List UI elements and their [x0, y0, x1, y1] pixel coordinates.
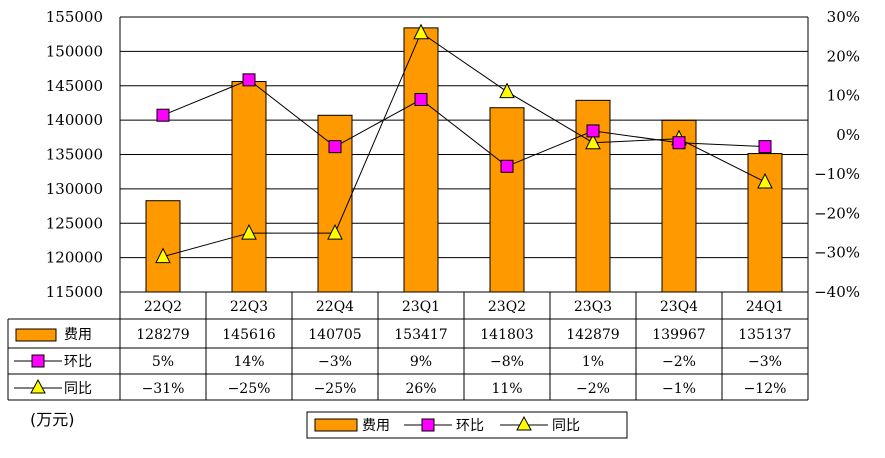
table-cell-2-7: −12% — [744, 381, 787, 397]
series-line-tongbi — [162, 31, 766, 258]
huanbi-marker — [156, 108, 170, 122]
table-cell-1-1: 14% — [233, 354, 264, 370]
table-cell-2-2: −25% — [314, 381, 357, 397]
y-right-tick-label: 10% — [827, 87, 860, 105]
y-right-tick-label: −20% — [814, 204, 860, 222]
tongbi-marker — [499, 82, 515, 99]
category-label-22Q4: 22Q4 — [316, 299, 354, 315]
table-cell-2-1: −25% — [228, 381, 271, 397]
y-right-tick-label: 20% — [827, 47, 860, 65]
y-left-tick-label: 120000 — [46, 249, 103, 267]
category-label-24Q1: 24Q1 — [746, 299, 784, 315]
table-cell-0-7: 135137 — [738, 327, 791, 343]
legend-label-tongbi: 同比 — [552, 418, 580, 434]
category-label-23Q4: 23Q4 — [660, 299, 698, 315]
category-label-23Q3: 23Q3 — [574, 299, 612, 315]
y-left-tick-label: 155000 — [46, 8, 103, 26]
y-left-tick-label: 135000 — [46, 146, 103, 164]
y-left-tick-label: 115000 — [46, 283, 103, 301]
table-cell-2-5: −2% — [576, 381, 610, 397]
table-cell-1-7: −3% — [748, 354, 782, 370]
legend-label-huanbi: 环比 — [456, 418, 484, 434]
table-cell-0-6: 139967 — [652, 327, 705, 343]
table-cell-0-4: 141803 — [480, 327, 533, 343]
y-left-tick-label: 125000 — [46, 214, 103, 232]
table-cell-0-1: 145616 — [222, 327, 276, 343]
y-right-tick-label: 30% — [827, 8, 860, 26]
table-cell-1-5: 1% — [582, 354, 604, 370]
category-label-22Q3: 22Q3 — [230, 299, 268, 315]
huanbi-marker — [586, 124, 600, 138]
row-key-triangle — [30, 378, 46, 394]
tongbi-marker — [155, 247, 171, 264]
huanbi-marker — [414, 93, 428, 106]
bar-22Q2 — [145, 200, 181, 293]
y-left-tick-label: 150000 — [46, 42, 103, 60]
y-left-tick-label: 130000 — [46, 180, 103, 198]
table-cell-1-2: −3% — [318, 354, 352, 370]
table-cell-1-4: −8% — [490, 354, 524, 370]
table-cell-0-5: 142879 — [566, 327, 619, 343]
legend-square-key — [421, 418, 435, 432]
row-label-tongbi: 同比 — [64, 381, 92, 397]
table-cell-1-0: 5% — [152, 354, 174, 370]
bar-23Q1 — [403, 27, 439, 293]
y-right-tick-label: −40% — [814, 283, 860, 301]
row-key-bar — [15, 328, 57, 342]
category-label-22Q2: 22Q2 — [144, 299, 182, 315]
huanbi-marker — [758, 140, 772, 154]
tongbi-marker — [757, 172, 773, 189]
tongbi-marker — [241, 223, 257, 240]
legend-triangle-key — [516, 415, 532, 431]
unit-label: (万元) — [30, 410, 75, 429]
y-right-tick-label: −30% — [814, 244, 860, 262]
y-left-tick-label: 145000 — [46, 77, 103, 95]
bar-22Q3 — [231, 81, 267, 293]
table-cell-1-3: 9% — [410, 354, 432, 370]
legend-bar-key — [314, 418, 358, 432]
table-cell-2-6: −1% — [662, 381, 696, 397]
huanbi-marker — [500, 159, 514, 173]
row-key-square — [31, 354, 45, 368]
y-right-tick-label: −10% — [814, 165, 860, 183]
tongbi-marker — [327, 223, 343, 240]
tongbi-marker — [585, 133, 601, 150]
table-cell-1-6: −2% — [662, 354, 696, 370]
row-label-fee: 费用 — [64, 327, 92, 343]
row-label-huanbi: 环比 — [64, 354, 92, 370]
huanbi-marker — [328, 140, 342, 154]
tongbi-marker — [413, 23, 429, 40]
huanbi-marker — [242, 73, 256, 87]
category-label-23Q2: 23Q2 — [488, 299, 526, 315]
table-cell-0-0: 128279 — [136, 327, 189, 343]
y-right-tick-label: 0% — [836, 126, 860, 144]
table-cell-2-0: −31% — [142, 381, 185, 397]
huanbi-marker — [672, 136, 686, 150]
legend-box — [306, 411, 628, 439]
category-label-23Q1: 23Q1 — [402, 299, 440, 315]
table-cell-2-4: 11% — [491, 381, 522, 397]
series-line-huanbi — [162, 79, 766, 167]
table-cell-0-2: 140705 — [308, 327, 361, 343]
table-cell-2-3: 26% — [405, 381, 436, 397]
legend-label-fee: 费用 — [362, 418, 390, 434]
bar-23Q2 — [489, 107, 525, 293]
y-left-tick-label: 140000 — [46, 111, 103, 129]
table-cell-0-3: 153417 — [394, 327, 447, 343]
